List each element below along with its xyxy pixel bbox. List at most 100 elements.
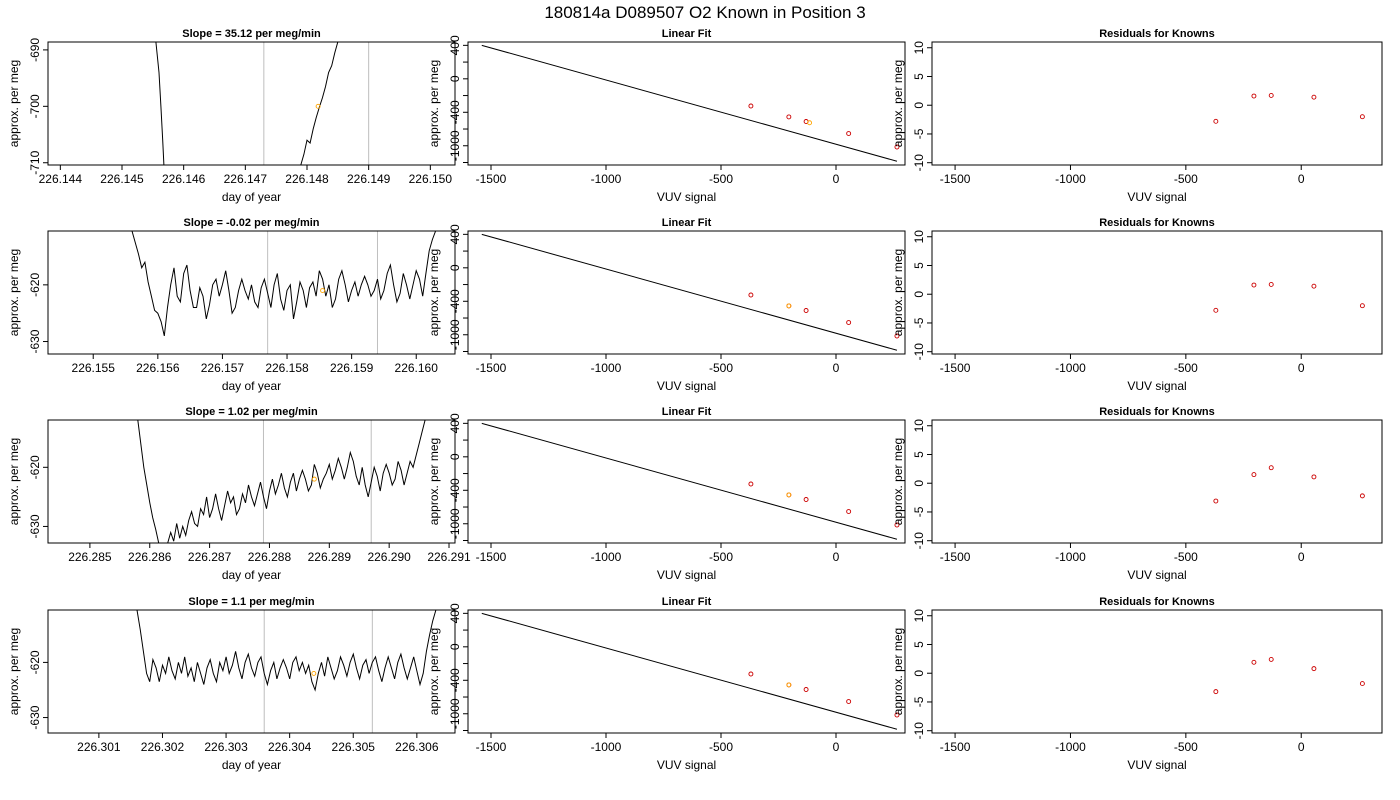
y-tick-label: 10 <box>912 230 926 244</box>
panel-plot-area <box>1213 656 1365 695</box>
plot-frame <box>467 230 906 355</box>
y-tick-label: -5 <box>912 317 926 328</box>
plot-frame <box>931 419 1383 544</box>
series-line <box>155 42 165 165</box>
y-tick-label: -630 <box>28 329 42 353</box>
y-axis-label: approx. per meg <box>7 60 21 147</box>
y-tick-label: -10 <box>912 532 926 550</box>
x-tick-label: 0 <box>1298 172 1305 186</box>
x-axis-label: VUV signal <box>657 568 716 582</box>
figure-title: 180814a D089507 O2 Known in Position 3 <box>544 3 865 22</box>
residual-point <box>1268 465 1274 471</box>
fit-point <box>894 144 900 150</box>
y-axis-label: approx. per meg <box>7 628 21 715</box>
y-tick-label: 10 <box>912 41 926 55</box>
y-tick-label: 5 <box>912 262 926 269</box>
panel-plot-area <box>1213 282 1365 313</box>
y-tick-label: 0 <box>448 75 462 82</box>
y-tick-label: -10 <box>912 343 926 361</box>
y-tick-label: -5 <box>912 128 926 139</box>
series-line <box>137 420 160 543</box>
residual-point <box>1213 689 1219 695</box>
y-tick-label: -1000 <box>448 698 462 729</box>
y-axis-label: approx. per meg <box>427 60 441 147</box>
y-tick-label: 0 <box>912 480 926 487</box>
fit-point <box>803 308 809 313</box>
x-tick-label: 226.305 <box>332 740 376 754</box>
y-tick-label: -1000 <box>448 319 462 350</box>
chart-panel-r4-linearfit: Linear Fit approx. per meg VUV signal -1500… <box>427 596 906 772</box>
x-tick-label: -1000 <box>1055 550 1086 564</box>
x-tick-label: -500 <box>709 361 733 375</box>
panel-plot-area <box>481 44 900 162</box>
residual-point <box>1359 493 1365 499</box>
y-tick-label: -630 <box>28 705 42 729</box>
x-tick-label: -1000 <box>591 172 622 186</box>
y-axis-label: approx. per meg <box>7 249 21 336</box>
fit-point <box>786 114 792 120</box>
series-line <box>167 420 426 543</box>
x-tick-label: 226.302 <box>141 740 185 754</box>
fit-point <box>846 699 852 704</box>
chart-panel-r2-linearfit: Linear Fit approx. per meg VUV signal -1500… <box>427 217 906 393</box>
y-tick-label: 400 <box>448 35 462 55</box>
y-axis-label: approx. per meg <box>427 438 441 525</box>
x-tick-label: -500 <box>1174 172 1198 186</box>
panel-title: Slope = -0.02 per meg/min <box>183 217 319 229</box>
panel-plot-area <box>481 422 900 540</box>
x-axis-label: VUV signal <box>657 379 716 393</box>
panel-title: Linear Fit <box>662 217 712 229</box>
y-tick-label: -1000 <box>448 508 462 539</box>
y-tick-label: -400 <box>448 668 462 692</box>
x-tick-label: -1500 <box>940 361 971 375</box>
residual-point <box>1311 94 1317 100</box>
y-tick-label: -690 <box>28 38 42 62</box>
residual-point <box>1311 474 1317 480</box>
y-tick-label: 5 <box>912 641 926 648</box>
x-tick-label: 0 <box>833 550 840 564</box>
panel-plot-area <box>1213 465 1365 504</box>
fit-point <box>894 333 900 339</box>
panel-plot-area <box>137 420 426 543</box>
known-point <box>315 103 321 109</box>
y-tick-label: 10 <box>912 609 926 623</box>
x-tick-label: 226.306 <box>395 740 439 754</box>
series-line <box>300 42 339 165</box>
fit-point <box>846 509 852 514</box>
fit-point <box>748 481 754 487</box>
x-tick-label: -500 <box>709 740 733 754</box>
x-tick-label: 226.145 <box>100 172 144 186</box>
plot-frame <box>467 609 906 734</box>
panel-plot-area <box>481 612 900 730</box>
y-axis-label: approx. per meg <box>427 628 441 715</box>
fit-point <box>894 522 900 528</box>
chart-panel-r1-residuals: Residuals for Knowns approx. per meg VUV s… <box>891 28 1383 204</box>
y-tick-label: -400 <box>448 289 462 313</box>
x-axis-label: day of year <box>222 758 281 772</box>
panel-title: Slope = 1.02 per meg/min <box>185 406 318 418</box>
plot-frame <box>467 419 906 544</box>
panel-title: Linear Fit <box>662 28 712 40</box>
x-tick-label: 0 <box>1298 550 1305 564</box>
x-tick-label: 226.160 <box>395 361 439 375</box>
x-tick-label: 226.156 <box>136 361 180 375</box>
residual-point <box>1251 282 1257 288</box>
panel-title: Residuals for Knowns <box>1099 406 1215 418</box>
plot-frame <box>931 230 1383 355</box>
residual-point <box>1251 472 1257 478</box>
known-point <box>786 492 792 498</box>
x-tick-label: -1500 <box>476 740 507 754</box>
x-tick-label: -1500 <box>476 361 507 375</box>
x-tick-label: 226.158 <box>265 361 309 375</box>
x-tick-label: 226.155 <box>72 361 116 375</box>
x-tick-label: -1500 <box>940 740 971 754</box>
x-tick-label: -1000 <box>591 740 622 754</box>
y-tick-label: -10 <box>912 154 926 172</box>
x-tick-label: 226.291 <box>427 550 471 564</box>
panel-title: Slope = 1.1 per meg/min <box>188 596 315 608</box>
x-tick-label: -1000 <box>1055 172 1086 186</box>
x-tick-label: -1000 <box>591 550 622 564</box>
fit-line <box>481 422 898 540</box>
x-tick-label: 226.147 <box>224 172 268 186</box>
chart-panel-r1-linearfit: Linear Fit approx. per meg VUV signal -1500… <box>427 28 906 204</box>
